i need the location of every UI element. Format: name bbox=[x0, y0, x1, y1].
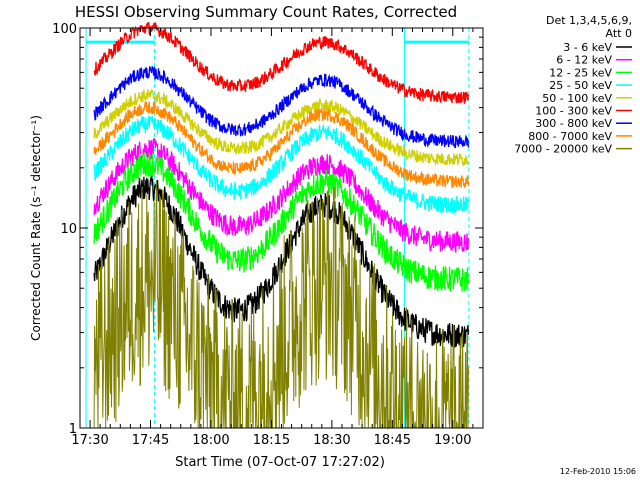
legend-label: 300 - 800 keV bbox=[535, 117, 612, 130]
x-tick-label: 18:30 bbox=[313, 433, 350, 448]
legend-label: 50 - 100 keV bbox=[542, 92, 612, 105]
x-tick-label: 18:15 bbox=[253, 433, 290, 448]
x-tick-label: 18:45 bbox=[374, 433, 411, 448]
y-tick-label: 10 bbox=[60, 222, 77, 237]
legend-label: 25 - 50 keV bbox=[549, 79, 612, 92]
series-line bbox=[93, 101, 470, 188]
series-line bbox=[93, 66, 470, 149]
x-axis: 17:30 17:45 18:00 18:15 18:30 18:45 19:00 bbox=[71, 28, 474, 448]
y-tick-label: 1 bbox=[69, 422, 77, 437]
legend-label: 3 - 6 keV bbox=[563, 41, 612, 54]
chart-title: HESSI Observing Summary Count Rates, Cor… bbox=[75, 3, 457, 21]
x-tick-label: 17:30 bbox=[71, 433, 108, 448]
legend-label: 7000 - 20000 keV bbox=[514, 143, 612, 156]
legend-header-line-2: Att 0 bbox=[606, 27, 632, 40]
x-tick-label: 18:00 bbox=[192, 433, 229, 448]
series-line bbox=[93, 152, 470, 293]
series-line bbox=[93, 137, 470, 253]
x-tick-label: 19:00 bbox=[434, 433, 471, 448]
series-line bbox=[93, 22, 470, 104]
legend-label: 12 - 25 keV bbox=[549, 66, 612, 79]
series-line bbox=[93, 88, 469, 167]
legend-label: 800 - 7000 keV bbox=[528, 130, 612, 143]
x-tick-label: 17:45 bbox=[132, 433, 169, 448]
x-axis-label: Start Time (07-Oct-07 17:27:02) bbox=[175, 455, 385, 470]
y-axis-label: Corrected Count Rate (s⁻¹ detector⁻¹) bbox=[29, 115, 43, 341]
series-line bbox=[93, 115, 470, 216]
legend-label: 100 - 300 keV bbox=[535, 105, 612, 118]
y-tick-label: 100 bbox=[52, 22, 77, 37]
legend-header-line-1: Det 1,3,4,5,6,9, bbox=[546, 14, 632, 27]
footer-date: 12-Feb-2010 15:06 bbox=[560, 467, 636, 476]
legend-label: 6 - 12 keV bbox=[556, 54, 612, 67]
y-axis: 1 10 100 bbox=[52, 22, 483, 437]
plot-area bbox=[85, 22, 470, 430]
